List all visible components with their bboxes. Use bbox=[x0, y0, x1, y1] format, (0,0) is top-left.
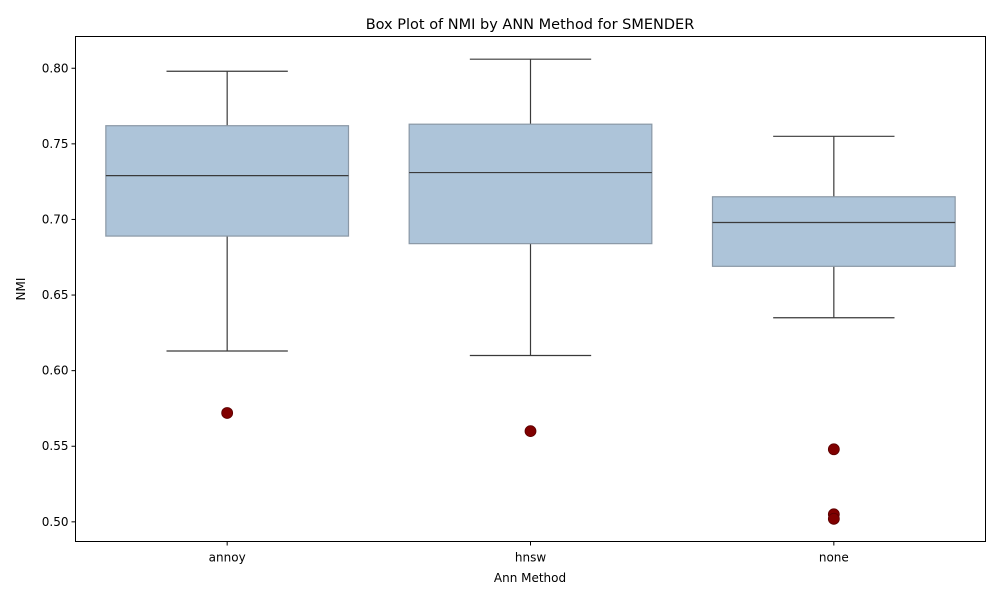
y-tick-label: 0.65 bbox=[42, 288, 69, 302]
outlier-point bbox=[524, 425, 537, 438]
x-tick-label: hnsw bbox=[515, 551, 546, 565]
plot-area bbox=[105, 58, 956, 525]
x-tick-label: annoy bbox=[209, 551, 246, 565]
y-tick-label: 0.70 bbox=[42, 212, 69, 226]
outlier-point bbox=[827, 443, 840, 456]
y-tick-label: 0.50 bbox=[42, 515, 69, 529]
iqr-box bbox=[105, 125, 350, 237]
y-tick-label: 0.80 bbox=[42, 61, 69, 75]
chart-title: Box Plot of NMI by ANN Method for SMENDE… bbox=[366, 17, 695, 33]
outlier-point bbox=[221, 407, 234, 419]
outlier-point bbox=[827, 512, 840, 525]
x-tick-label: none bbox=[819, 551, 849, 565]
box-group-hnsw bbox=[408, 58, 653, 438]
box-group-annoy bbox=[105, 70, 350, 419]
y-tick-label: 0.75 bbox=[42, 137, 69, 151]
iqr-box bbox=[408, 123, 653, 245]
plot-frame bbox=[75, 36, 986, 542]
box-group-none bbox=[711, 135, 956, 525]
y-tick-label: 0.55 bbox=[42, 439, 69, 453]
x-axis-label: Ann Method bbox=[494, 571, 566, 585]
y-axis: 0.50 0.55 0.60 0.65 0.70 0.75 0.80 bbox=[42, 61, 76, 529]
x-axis: annoy hnsw none bbox=[209, 541, 849, 565]
y-tick-label: 0.60 bbox=[42, 364, 69, 378]
y-axis-label: NMI bbox=[14, 278, 28, 301]
iqr-box bbox=[711, 196, 956, 267]
